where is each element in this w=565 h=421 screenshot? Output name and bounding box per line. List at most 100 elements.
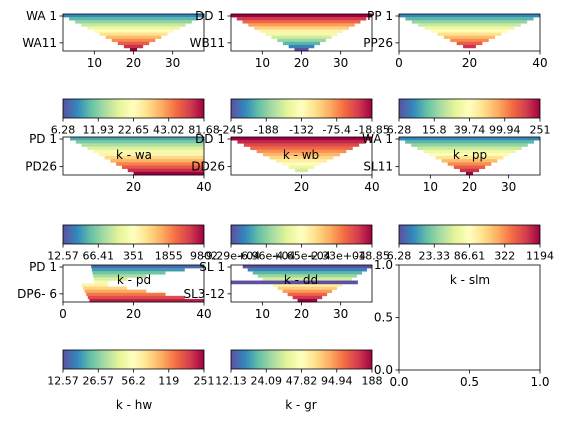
heatmap-cell xyxy=(424,26,515,30)
x-tick-label: 0 xyxy=(395,56,403,70)
heatmap-cell xyxy=(263,152,340,157)
heatmap-cell xyxy=(411,143,528,147)
x-tick-label: 20 xyxy=(294,180,309,194)
heatmap-cell xyxy=(81,283,108,287)
heatmap-cell xyxy=(272,283,343,287)
x-tick-label: 40 xyxy=(196,180,211,194)
colorbar-tick-label: -188 xyxy=(254,124,279,137)
y-tick-label: PD 1 xyxy=(29,260,57,274)
heatmap-cell xyxy=(231,14,372,18)
colorbar-tick-label: 81.68 xyxy=(188,124,220,137)
colorbar-tick-label: 94.94 xyxy=(321,375,353,388)
colorbar-tick-label: 86.61 xyxy=(454,250,486,263)
y-tick-label: SL 1 xyxy=(199,260,225,274)
heatmap-cell xyxy=(456,41,483,46)
x-tick-label: 40 xyxy=(364,180,379,194)
heatmap-cell xyxy=(288,44,315,49)
heatmap-cell xyxy=(294,47,309,52)
x-tick-label: 10 xyxy=(255,56,270,70)
x-tick-label: 20 xyxy=(294,56,309,70)
heatmap-cell xyxy=(123,44,144,49)
heatmap-cell xyxy=(83,286,128,290)
heatmap-cell xyxy=(75,20,192,24)
x-tick-label: 40 xyxy=(532,56,547,70)
colorbar-hw xyxy=(62,349,205,370)
heatmap-cell xyxy=(399,14,540,18)
y-tick-label: WA 1 xyxy=(26,9,57,23)
colorbar-tick-label: 56.2 xyxy=(121,375,146,388)
x-tick-label: 40 xyxy=(196,307,211,321)
heatmap-cell xyxy=(431,29,508,33)
heatmap-cell xyxy=(121,165,204,169)
heatmap-cell xyxy=(110,159,204,163)
colorbar-tick-label: 15.8 xyxy=(422,124,447,137)
colorbar-tick-label: -6.96e+04 xyxy=(237,250,295,263)
x-tick-label: 0.0 xyxy=(389,375,408,389)
colorbar-tick-label: 322 xyxy=(494,250,515,263)
heatmap-cell xyxy=(441,159,498,163)
heatmap-cell xyxy=(127,168,204,173)
heatmap-pd xyxy=(70,137,205,176)
heatmap-cell xyxy=(87,26,180,30)
colorbar-tick-label: 9802 xyxy=(190,250,218,263)
heatmap-cell xyxy=(297,298,318,303)
colorbar-wb xyxy=(230,224,373,245)
y-tick-label: DD 1 xyxy=(195,9,225,23)
colorbar-tick-label: 11.93 xyxy=(83,124,115,137)
heatmap-cell xyxy=(70,137,204,141)
x-tick-label: 20 xyxy=(462,180,477,194)
heatmap-cell xyxy=(447,162,492,166)
heatmap-cell xyxy=(417,146,522,150)
colorbar-tick-label: -9.29e+04 xyxy=(202,250,260,263)
y-tick-label: DD 1 xyxy=(195,132,225,146)
heatmap-cell xyxy=(282,41,321,46)
heatmap-cell xyxy=(63,14,204,18)
colorbar-tick-label: -4.65e+04 xyxy=(272,250,330,263)
y-tick-label: PD26 xyxy=(25,160,57,174)
heatmap-cell xyxy=(418,23,521,27)
heatmap-cell xyxy=(133,171,204,176)
colorbar-tick-label: 26.57 xyxy=(83,375,115,388)
colorbar-tick-label: 6.28 xyxy=(387,124,412,137)
heatmap-cell xyxy=(275,159,328,163)
colorbar-wa xyxy=(62,98,205,119)
heatmap-cell xyxy=(93,277,128,281)
colorbar-dd xyxy=(230,98,373,119)
heatmap-cell xyxy=(99,32,168,36)
heatmap-cell xyxy=(262,277,353,281)
heatmap-cell xyxy=(117,41,150,46)
heatmap-gr xyxy=(231,265,372,303)
colorbar-label: k - gr xyxy=(285,398,317,412)
heatmap-cell xyxy=(81,23,186,27)
heatmap-cell xyxy=(450,38,489,43)
heatmap-cell xyxy=(295,168,308,173)
x-tick-label: 20 xyxy=(126,56,141,70)
colorbar-label: k - hw xyxy=(116,398,153,412)
colorbar-tick-label: 23.33 xyxy=(419,250,451,263)
heatmap-cell xyxy=(84,289,147,294)
heatmap-wb xyxy=(231,137,372,173)
colorbar-tick-label: 6.28 xyxy=(51,124,76,137)
heatmap-cell xyxy=(423,149,516,154)
heatmap-cell xyxy=(277,286,338,290)
heatmap-slm xyxy=(399,137,540,176)
colorbar-tick-label: 39.74 xyxy=(454,124,486,137)
colorbar-tick-label: 12.57 xyxy=(47,375,79,388)
heatmap-cell xyxy=(282,162,321,166)
heatmap-cell xyxy=(81,143,204,147)
heatmap-cell xyxy=(93,274,147,278)
colorbar-label: k - wa xyxy=(116,148,152,162)
heatmap-cell xyxy=(91,268,185,272)
y-tick-label: 0.0 xyxy=(374,363,393,377)
colorbar-tick-label: -18.85 xyxy=(354,250,389,263)
heatmap-cell xyxy=(411,20,528,24)
heatmap-cell xyxy=(237,140,366,144)
colorbar-tick-label: 22.65 xyxy=(118,124,150,137)
x-tick-label: 10 xyxy=(423,180,438,194)
colorbar-label: k - wb xyxy=(283,148,319,162)
x-tick-label: 10 xyxy=(87,56,102,70)
x-tick-label: 0 xyxy=(59,307,67,321)
heatmap-cell xyxy=(405,17,534,21)
y-tick-label: DP6- 6 xyxy=(17,287,57,301)
